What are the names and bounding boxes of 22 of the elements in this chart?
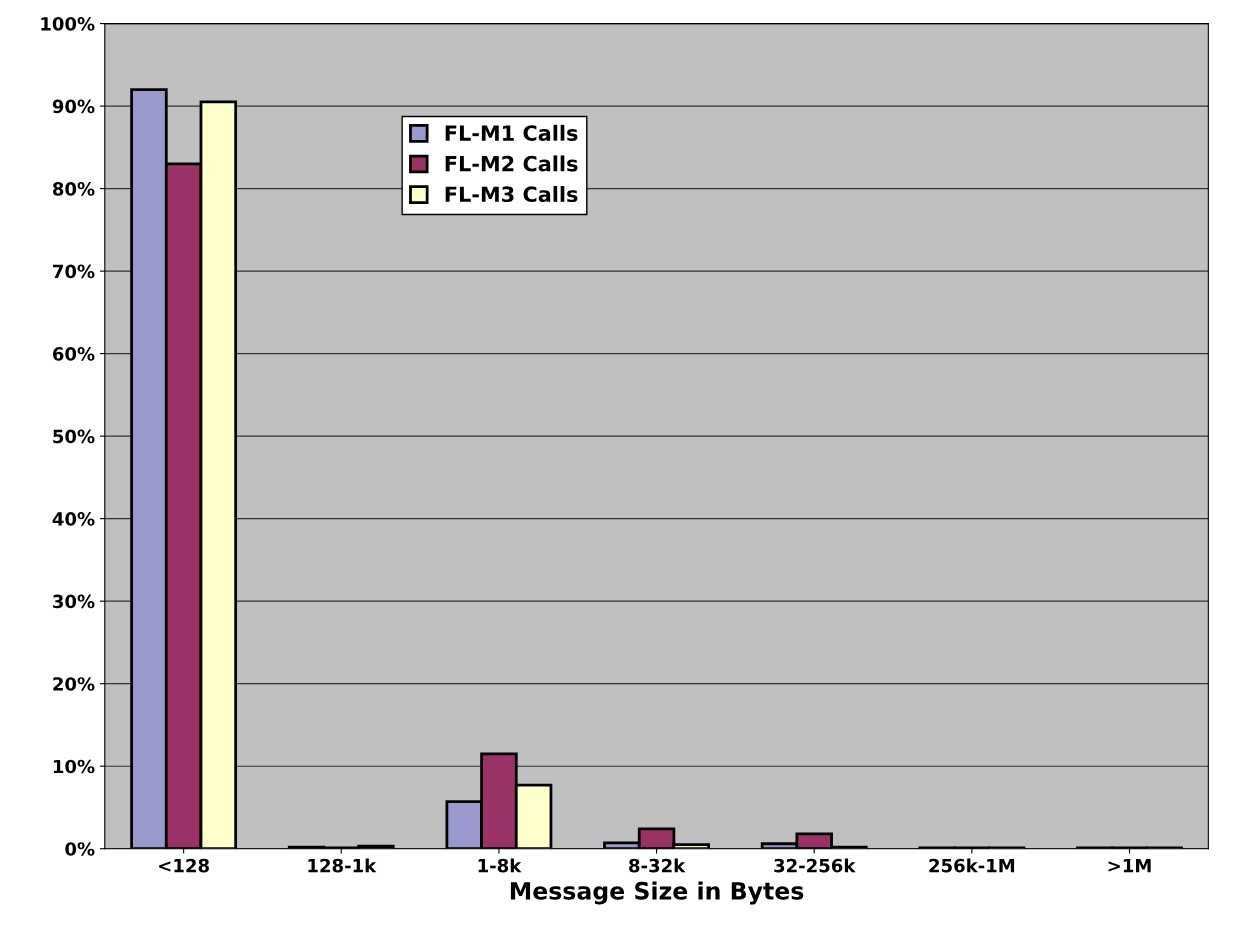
y-tick-label: 100% (41, 17, 95, 31)
y-tick-label: 40% (52, 512, 95, 526)
x-tick-label: 256k-1M (929, 858, 1015, 873)
x-tick-label: 8-32k (629, 858, 686, 873)
y-tick-label: 60% (52, 347, 95, 361)
x-tick-label: 1-8k (478, 858, 522, 873)
x-tick-label: 128-1k (308, 858, 377, 873)
y-tick-label: 20% (53, 677, 95, 691)
y-tick-label: 80% (52, 182, 95, 196)
legend-label: FL-M2 Calls (445, 155, 578, 172)
x-tick-label: <128 (159, 858, 209, 873)
x-tick-label: 32-256k (774, 858, 856, 873)
legend-label: FL-M3 Calls (445, 186, 578, 203)
x-tick-label: >1M (1108, 858, 1151, 873)
x-axis-title: Message Size in Bytes (510, 881, 804, 905)
y-tick-label: 0% (65, 842, 95, 856)
y-tick-label: 90% (52, 99, 95, 114)
legend-label: FL-M1 Calls (445, 124, 578, 141)
y-tick-label: 10% (53, 759, 95, 774)
y-tick-label: 30% (53, 594, 95, 609)
y-tick-label: 50% (53, 429, 95, 444)
y-tick-label: 70% (53, 264, 95, 279)
